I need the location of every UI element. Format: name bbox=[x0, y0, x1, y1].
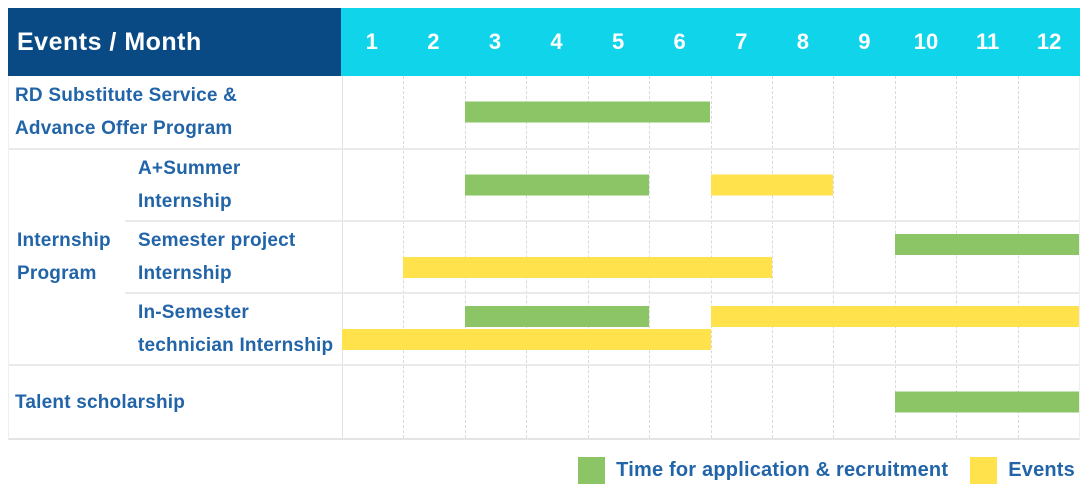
gantt-bar-yellow bbox=[342, 329, 711, 351]
month-header-11: 11 bbox=[975, 29, 1000, 54]
gantt-bar-yellow bbox=[710, 306, 1079, 328]
group-label-line: Internship bbox=[17, 229, 111, 251]
row-label-talent-scholarship: Talent scholarship bbox=[9, 366, 342, 438]
group-label-internship-program: Internship Program bbox=[9, 150, 125, 365]
gantt-track-in-semester-technician bbox=[342, 294, 1079, 364]
row-label-line: Advance Offer Program bbox=[15, 117, 233, 139]
header-events-month-cell: Events / Month bbox=[8, 8, 341, 76]
row-label-semester-project: Semester project Internship bbox=[125, 222, 342, 292]
month-header-strip: 1 2 3 4 5 6 7 8 9 10 11 12 bbox=[341, 8, 1080, 76]
legend-label: Events bbox=[1008, 459, 1075, 481]
row-label-rd-substitute: RD Substitute Service & Advance Offer Pr… bbox=[9, 76, 342, 148]
table-row-talent-scholarship: Talent scholarship bbox=[9, 366, 1079, 438]
month-header-10: 10 bbox=[913, 29, 939, 54]
gantt-bar-green bbox=[464, 174, 650, 196]
gantt-bar-green bbox=[894, 233, 1079, 255]
row-label-line: Internship bbox=[138, 262, 232, 284]
gantt-track-talent-scholarship bbox=[342, 366, 1079, 438]
legend-item-events: Events bbox=[970, 457, 1075, 484]
row-group-internship-program: Internship Program A+Summer Internship bbox=[9, 150, 1079, 367]
legend-item-application-recruitment: Time for application & recruitment bbox=[578, 457, 948, 484]
row-label-a-plus-summer: A+Summer Internship bbox=[125, 150, 342, 220]
row-label-line: Semester project bbox=[138, 229, 296, 251]
group-label-line: Program bbox=[17, 262, 97, 284]
schedule-table: Events / Month 1 2 3 4 5 6 7 8 9 10 11 1… bbox=[8, 8, 1080, 440]
gantt-bar-green bbox=[464, 306, 650, 328]
row-label-line: Talent scholarship bbox=[15, 391, 186, 413]
month-header-12: 12 bbox=[1036, 29, 1062, 54]
table-row-rd-substitute: RD Substitute Service & Advance Offer Pr… bbox=[9, 76, 1079, 150]
row-label-line: RD Substitute Service & bbox=[15, 84, 238, 106]
gantt-track-semester-project bbox=[342, 222, 1079, 292]
month-header-1: 1 bbox=[365, 29, 378, 54]
legend-swatch-yellow-icon bbox=[970, 457, 998, 484]
table-header-row: Events / Month 1 2 3 4 5 6 7 8 9 10 11 1… bbox=[8, 8, 1080, 76]
gantt-bar-yellow bbox=[710, 174, 834, 196]
row-label-line: A+Summer bbox=[138, 157, 241, 179]
month-header-6: 6 bbox=[673, 29, 686, 54]
gantt-track-a-plus-summer bbox=[342, 150, 1079, 220]
table-row-a-plus-summer: A+Summer Internship bbox=[125, 150, 1079, 222]
row-label-line: In-Semester bbox=[138, 302, 249, 324]
table-row-in-semester-technician: In-Semester technician Internship bbox=[125, 294, 1079, 364]
gantt-bar-green bbox=[464, 101, 711, 123]
month-header-8: 8 bbox=[796, 29, 809, 54]
legend-label: Time for application & recruitment bbox=[616, 459, 949, 481]
legend: Time for application & recruitment Event… bbox=[578, 457, 1075, 484]
month-header-5: 5 bbox=[611, 29, 625, 54]
month-header-4: 4 bbox=[550, 29, 563, 54]
month-header-9: 9 bbox=[858, 29, 871, 54]
row-label-line: Internship bbox=[138, 190, 232, 212]
row-label-line: technician Internship bbox=[138, 335, 334, 357]
row-label-in-semester-technician: In-Semester technician Internship bbox=[125, 294, 342, 364]
gantt-bar-yellow bbox=[403, 256, 772, 278]
month-header-7: 7 bbox=[735, 29, 748, 54]
header-title: Events / Month bbox=[17, 27, 202, 56]
legend-swatch-green-icon bbox=[578, 457, 606, 484]
gantt-track-rd-substitute bbox=[342, 76, 1079, 148]
gantt-bar-green bbox=[894, 391, 1079, 413]
month-header-3: 3 bbox=[488, 29, 502, 54]
table-row-semester-project: Semester project Internship bbox=[125, 222, 1079, 295]
table-body: RD Substitute Service & Advance Offer Pr… bbox=[8, 76, 1080, 440]
internship-subrows: A+Summer Internship Semester proj bbox=[125, 150, 1079, 365]
month-header-2: 2 bbox=[427, 29, 440, 54]
